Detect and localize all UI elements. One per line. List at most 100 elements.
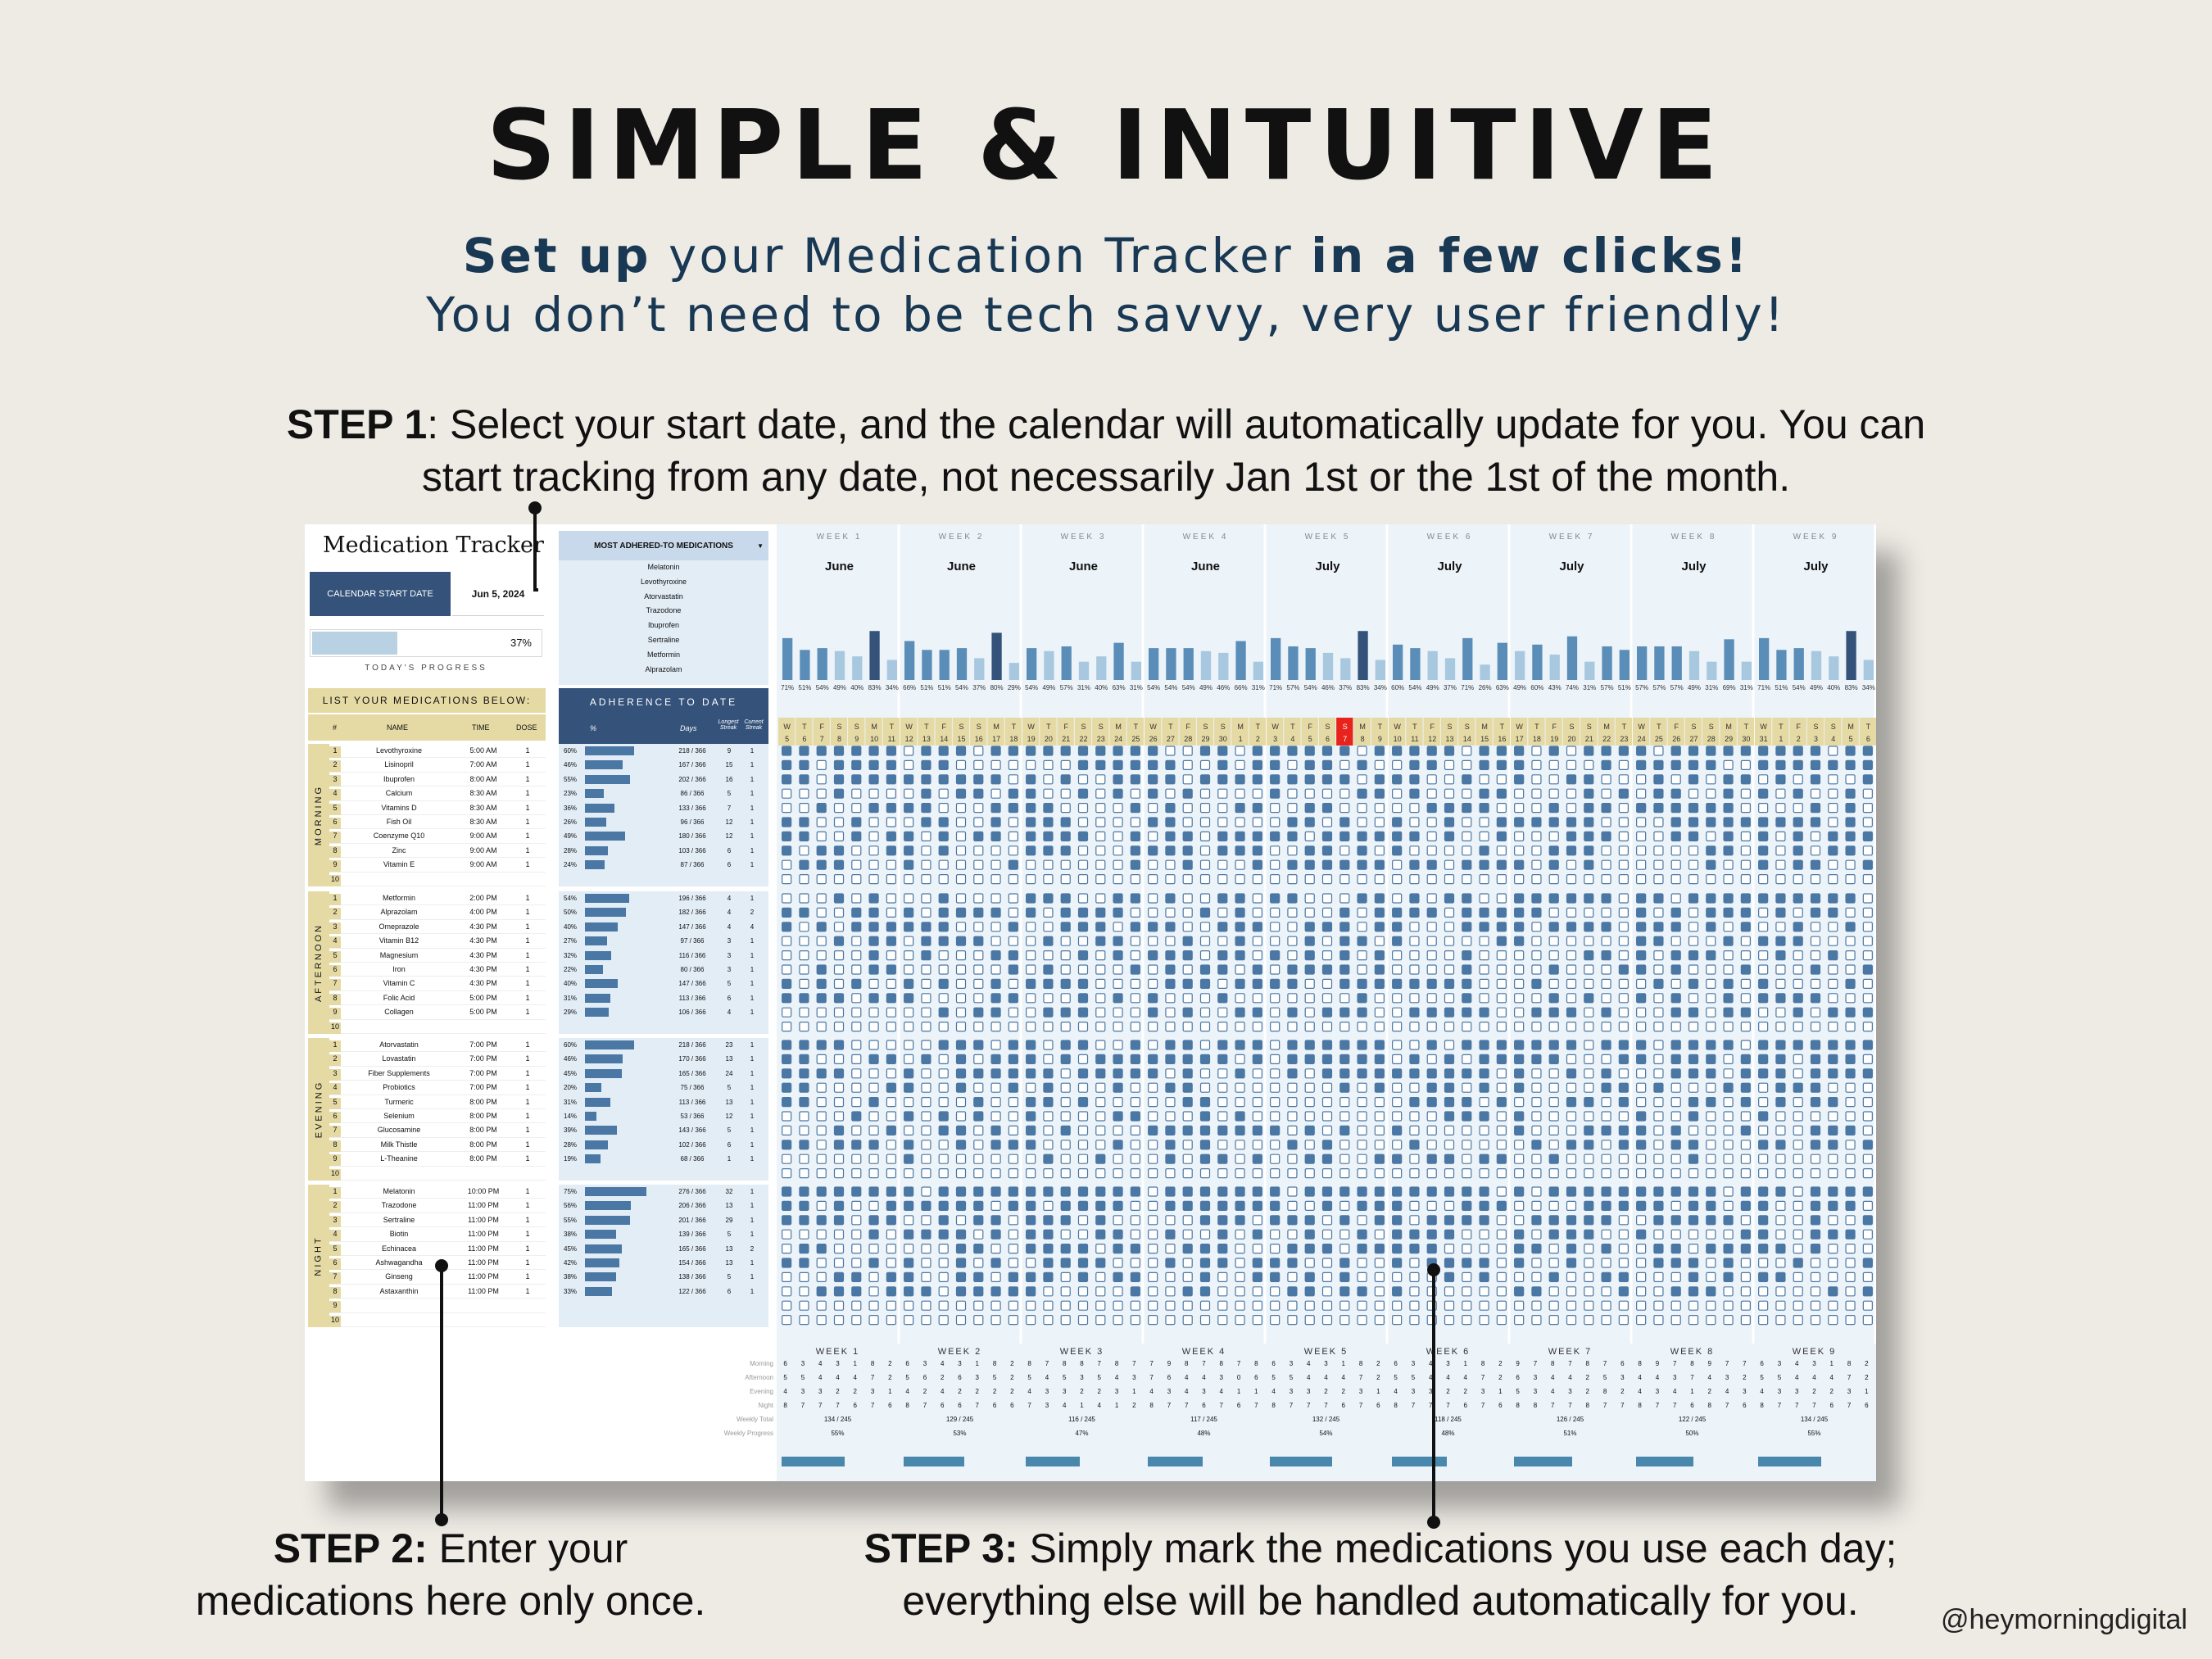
- day-checkbox[interactable]: [1321, 1111, 1333, 1122]
- day-checkbox[interactable]: [1321, 1154, 1333, 1164]
- day-checkbox[interactable]: [799, 1021, 809, 1032]
- day-checkbox[interactable]: [1357, 1200, 1367, 1212]
- day-checkbox[interactable]: [1531, 1021, 1542, 1032]
- day-checkbox[interactable]: [851, 1007, 862, 1018]
- day-checkbox[interactable]: [1496, 1243, 1507, 1254]
- day-checkbox[interactable]: [1775, 1068, 1786, 1079]
- day-checkbox[interactable]: [1775, 1111, 1786, 1122]
- day-checkbox[interactable]: [851, 859, 862, 870]
- day-checkbox[interactable]: [1130, 1096, 1140, 1108]
- day-checkbox[interactable]: [1374, 1125, 1385, 1136]
- day-checkbox[interactable]: [1548, 774, 1559, 785]
- day-checkbox[interactable]: [1793, 1314, 1803, 1326]
- day-checkbox[interactable]: [868, 1286, 879, 1297]
- day-checkbox[interactable]: [1409, 907, 1420, 918]
- day-checkbox[interactable]: [1374, 803, 1385, 814]
- day-checkbox[interactable]: [1758, 1300, 1769, 1311]
- day-checkbox[interactable]: [1130, 1186, 1140, 1197]
- day-checkbox[interactable]: [1775, 1258, 1786, 1268]
- day-checkbox[interactable]: [921, 803, 931, 814]
- day-checkbox[interactable]: [1514, 1215, 1525, 1226]
- day-checkbox[interactable]: [1357, 1082, 1367, 1093]
- day-checkbox[interactable]: [1165, 907, 1176, 918]
- day-checkbox[interactable]: [1217, 907, 1228, 918]
- day-checkbox[interactable]: [1670, 774, 1681, 785]
- day-checkbox[interactable]: [1113, 1314, 1123, 1326]
- day-checkbox[interactable]: [799, 1054, 809, 1065]
- day-checkbox[interactable]: [1077, 1314, 1089, 1326]
- day-checkbox[interactable]: [851, 1167, 862, 1179]
- day-checkbox[interactable]: [1531, 993, 1542, 1004]
- day-checkbox[interactable]: [1026, 922, 1036, 932]
- day-checkbox[interactable]: [1618, 831, 1629, 841]
- day-checkbox[interactable]: [1828, 978, 1838, 990]
- day-checkbox[interactable]: [886, 788, 896, 799]
- day-checkbox[interactable]: [1287, 1314, 1298, 1326]
- day-checkbox[interactable]: [1165, 788, 1176, 799]
- day-checkbox[interactable]: [1165, 1258, 1176, 1268]
- day-checkbox[interactable]: [1462, 893, 1472, 904]
- day-checkbox[interactable]: [1339, 831, 1350, 841]
- day-checkbox[interactable]: [1514, 907, 1525, 918]
- day-checkbox[interactable]: [1008, 1215, 1018, 1226]
- day-checkbox[interactable]: [1008, 1125, 1018, 1136]
- day-checkbox[interactable]: [1113, 803, 1123, 814]
- day-checkbox[interactable]: [1444, 922, 1455, 932]
- day-checkbox[interactable]: [851, 746, 862, 756]
- day-checkbox[interactable]: [1321, 774, 1333, 785]
- day-checkbox[interactable]: [1444, 1300, 1455, 1311]
- day-checkbox[interactable]: [1775, 1229, 1786, 1240]
- day-checkbox[interactable]: [1584, 1300, 1594, 1311]
- day-checkbox[interactable]: [938, 1021, 949, 1032]
- day-checkbox[interactable]: [1845, 1186, 1856, 1197]
- day-checkbox[interactable]: [833, 1286, 845, 1297]
- day-checkbox[interactable]: [816, 788, 827, 799]
- day-checkbox[interactable]: [1636, 1007, 1647, 1018]
- day-checkbox[interactable]: [1235, 1096, 1245, 1108]
- day-checkbox[interactable]: [1182, 774, 1193, 785]
- day-checkbox[interactable]: [799, 845, 809, 856]
- day-checkbox[interactable]: [1026, 1167, 1036, 1179]
- day-checkbox[interactable]: [1165, 1243, 1176, 1254]
- day-checkbox[interactable]: [1060, 893, 1071, 904]
- day-checkbox[interactable]: [1199, 893, 1211, 904]
- day-checkbox[interactable]: [868, 1154, 879, 1164]
- day-checkbox[interactable]: [1740, 893, 1751, 904]
- day-checkbox[interactable]: [1653, 1243, 1664, 1254]
- day-checkbox[interactable]: [1026, 803, 1036, 814]
- day-checkbox[interactable]: [1601, 759, 1611, 770]
- day-checkbox[interactable]: [1374, 831, 1385, 841]
- day-checkbox[interactable]: [1444, 978, 1455, 990]
- day-checkbox[interactable]: [1182, 1007, 1193, 1018]
- day-checkbox[interactable]: [1374, 874, 1385, 885]
- day-checkbox[interactable]: [955, 1243, 967, 1254]
- day-checkbox[interactable]: [1479, 1096, 1489, 1108]
- day-checkbox[interactable]: [938, 859, 949, 870]
- day-checkbox[interactable]: [1374, 817, 1385, 827]
- day-checkbox[interactable]: [1148, 859, 1158, 870]
- day-checkbox[interactable]: [1496, 1054, 1507, 1065]
- day-checkbox[interactable]: [990, 759, 1001, 770]
- day-checkbox[interactable]: [816, 874, 827, 885]
- day-checkbox[interactable]: [1060, 978, 1071, 990]
- day-checkbox[interactable]: [1060, 1154, 1071, 1164]
- day-checkbox[interactable]: [868, 746, 879, 756]
- day-checkbox[interactable]: [1548, 922, 1559, 932]
- day-checkbox[interactable]: [868, 1125, 879, 1136]
- day-checkbox[interactable]: [1670, 1167, 1681, 1179]
- day-checkbox[interactable]: [1148, 1096, 1158, 1108]
- day-checkbox[interactable]: [1862, 803, 1873, 814]
- day-checkbox[interactable]: [1479, 922, 1489, 932]
- day-checkbox[interactable]: [1165, 978, 1176, 990]
- day-checkbox[interactable]: [1008, 1082, 1018, 1093]
- medication-row[interactable]: 5 Turmeric 8:00 PM 1: [329, 1095, 546, 1109]
- day-checkbox[interactable]: [1339, 759, 1350, 770]
- day-checkbox[interactable]: [1130, 1125, 1140, 1136]
- day-checkbox[interactable]: [1113, 874, 1123, 885]
- day-checkbox[interactable]: [1008, 993, 1018, 1004]
- day-checkbox[interactable]: [1845, 1125, 1856, 1136]
- day-checkbox[interactable]: [1793, 893, 1803, 904]
- day-checkbox[interactable]: [1584, 1167, 1594, 1179]
- day-checkbox[interactable]: [1182, 1140, 1193, 1150]
- day-checkbox[interactable]: [1252, 1286, 1262, 1297]
